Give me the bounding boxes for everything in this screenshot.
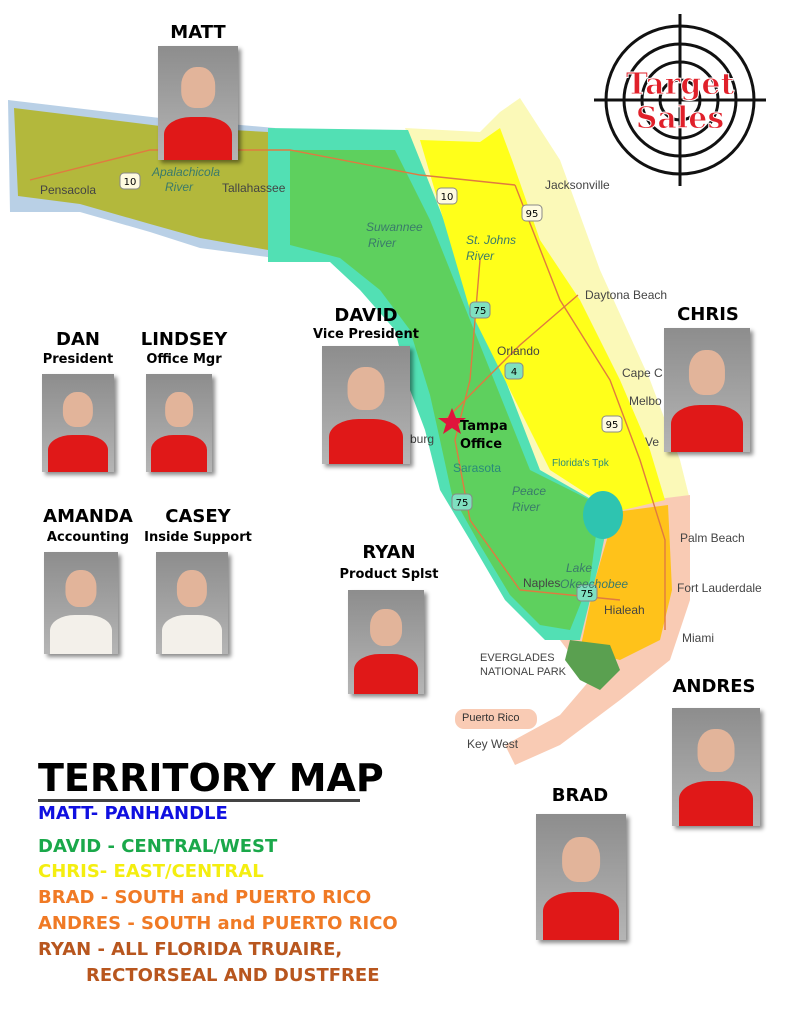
person-name-brad: BRAD (551, 785, 609, 806)
map-label-st-johns-river: River (466, 249, 495, 263)
svg-text:4: 4 (511, 367, 517, 378)
highway-shields: 10 10 95 75 4 95 75 75 (119, 172, 623, 602)
map-label-hialeah: Hialeah (604, 603, 645, 617)
map-label-tallahassee: Tallahassee (222, 181, 286, 195)
target-sales-logo: Target Sales (594, 14, 766, 186)
legend-item-david: DAVID - CENTRAL/WEST (38, 836, 278, 857)
person-role-lindsey: Office Mgr (146, 352, 222, 367)
map-label-sarasota: Sarasota (453, 461, 502, 475)
map-label-everglades: EVERGLADES (480, 652, 555, 664)
map-label-palm-beach: Palm Beach (680, 531, 745, 545)
person-role-dan: President (42, 352, 114, 367)
map-label-suwannee-river: River (368, 236, 397, 250)
map-label-miami: Miami (682, 631, 714, 645)
person-name-lindsey: LINDSEY (140, 329, 228, 350)
person-role-amanda: Accounting (46, 530, 130, 545)
svg-text:95: 95 (526, 209, 539, 220)
person-name-dan: DAN (56, 329, 100, 350)
map-label-peace: Peace (512, 484, 547, 498)
roads (29, 149, 666, 630)
map-label-floridas-turnpike: Florida's Tpk (552, 458, 609, 469)
svg-text:75: 75 (581, 589, 594, 600)
map-label-national-park: NATIONAL PARK (480, 666, 566, 678)
photo-ryan (348, 590, 424, 694)
photo-david (322, 346, 410, 464)
photo-matt (158, 46, 238, 160)
photo-chris (664, 328, 750, 452)
photo-dan (42, 374, 114, 472)
central-west-region (290, 150, 600, 630)
legend-item-ryan: RYAN - ALL FLORIDA TRUAIRE, (38, 939, 343, 960)
person-name-chris: CHRIS (677, 304, 739, 325)
puerto-rico-box (455, 709, 537, 729)
map-label-okeechobee: Okeechobee (560, 577, 629, 591)
svg-text:10: 10 (441, 192, 454, 203)
svg-text:95: 95 (606, 420, 619, 431)
everglades (565, 640, 620, 690)
svg-text:75: 75 (456, 498, 469, 509)
map-label-melbourne: Melbo (629, 394, 662, 408)
lake-okeechobee (583, 491, 623, 539)
map-label-key-west: Key West (467, 737, 519, 751)
svg-text:10: 10 (124, 177, 137, 188)
map-label-daytona-beach: Daytona Beach (585, 288, 668, 302)
map-label-pensacola: Pensacola (40, 183, 97, 197)
map-label-jacksonville: Jacksonville (545, 178, 610, 192)
map-label-apalachicola-river: River (165, 180, 194, 194)
person-name-amanda: AMANDA (43, 506, 133, 527)
map-label-st-johns: St. Johns (466, 233, 517, 247)
crosshair-target-icon (594, 14, 766, 186)
tampa-office-star-icon (438, 408, 466, 434)
photo-brad (536, 814, 626, 940)
map-label-cape: Cape C (622, 366, 663, 380)
legend-title: TERRITORY MAP (38, 756, 384, 800)
map-label-office: Office (460, 437, 503, 452)
person-name-matt: MATT (170, 22, 226, 43)
map-label-apalachicola: Apalachicola (152, 165, 221, 179)
photo-casey (156, 552, 228, 654)
photo-amanda (44, 552, 118, 654)
person-role-david: Vice President (313, 327, 419, 342)
person-name-ryan: RYAN (362, 542, 416, 563)
map-label-tampa: Tampa (460, 419, 508, 434)
svg-text:Sales: Sales (636, 101, 724, 136)
person-name-casey: CASEY (165, 506, 231, 527)
person-name-david: DAVID (334, 305, 398, 326)
person-name-andres: ANDRES (672, 676, 756, 697)
map-label-naples: Naples (523, 576, 561, 590)
svg-text:Target: Target (626, 67, 735, 102)
legend-item-brad: BRAD - SOUTH and PUERTO RICO (38, 887, 372, 908)
photo-lindsey (146, 374, 212, 472)
legend-item-ryan-continued: RECTORSEAL AND DUSTFREE (86, 965, 380, 986)
svg-text:75: 75 (474, 306, 487, 317)
map-label-suwannee: Suwannee (366, 220, 423, 234)
map-label-fort-lauderdale: Fort Lauderdale (677, 581, 762, 595)
legend-item-andres: ANDRES - SOUTH and PUERTO RICO (38, 913, 398, 934)
legend-item-chris: CHRIS- EAST/CENTRAL (38, 861, 264, 882)
map-label-vero: Ve (645, 435, 660, 449)
east-central-region (420, 128, 665, 512)
legend-item-matt: MATT- PANHANDLE (38, 803, 228, 824)
photo-andres (672, 708, 760, 826)
map-label-puerto-rico: Puerto Rico (462, 712, 520, 724)
legend-divider (38, 799, 360, 802)
map-label-orlando: Orlando (497, 344, 540, 358)
map-label-burg: burg (410, 432, 435, 446)
person-role-casey: Inside Support (144, 530, 252, 545)
map-label-peace-river: River (512, 500, 541, 514)
map-label-lake: Lake (566, 561, 593, 575)
person-role-ryan: Product Splst (339, 567, 439, 582)
south-region (580, 505, 672, 660)
